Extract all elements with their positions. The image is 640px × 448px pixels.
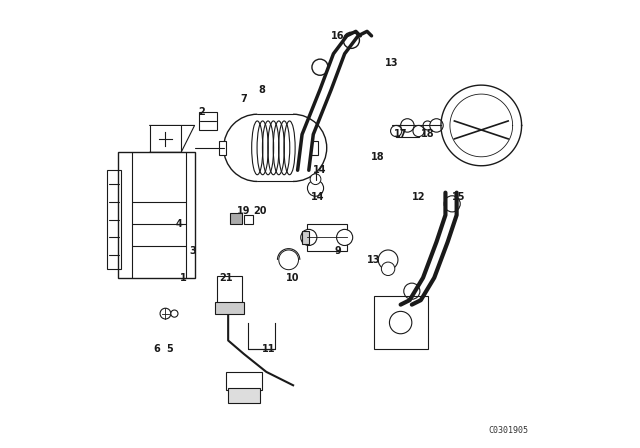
Circle shape	[160, 308, 171, 319]
Text: 18: 18	[371, 152, 385, 162]
Circle shape	[343, 32, 360, 48]
Text: 11: 11	[262, 345, 275, 354]
Text: 12: 12	[412, 192, 426, 202]
Text: 10: 10	[286, 273, 300, 283]
Circle shape	[444, 196, 460, 212]
Text: 19: 19	[237, 206, 251, 215]
Circle shape	[413, 125, 424, 137]
Circle shape	[423, 121, 432, 130]
Text: C0301905: C0301905	[488, 426, 528, 435]
Bar	[244, 215, 253, 224]
Text: 7: 7	[241, 94, 247, 103]
Bar	[228, 388, 260, 403]
Circle shape	[390, 125, 402, 137]
Text: 16: 16	[331, 31, 345, 41]
Circle shape	[430, 119, 444, 132]
Circle shape	[381, 262, 395, 276]
Bar	[311, 141, 318, 155]
Text: 2: 2	[198, 107, 205, 117]
Circle shape	[378, 250, 398, 270]
Bar	[230, 213, 242, 224]
Bar	[396, 125, 419, 137]
Bar	[217, 276, 242, 305]
Text: 8: 8	[259, 85, 265, 95]
Text: 14: 14	[313, 165, 327, 175]
Text: 15: 15	[452, 192, 466, 202]
Text: 5: 5	[166, 345, 173, 354]
Circle shape	[390, 311, 412, 334]
Bar	[220, 141, 226, 155]
Text: 6: 6	[153, 345, 160, 354]
Text: 13: 13	[367, 255, 381, 265]
Circle shape	[404, 283, 420, 299]
Circle shape	[301, 229, 317, 246]
Bar	[215, 302, 244, 314]
Bar	[199, 112, 217, 130]
Bar	[307, 224, 347, 251]
Circle shape	[401, 119, 414, 132]
Bar	[118, 152, 195, 278]
Text: 14: 14	[311, 192, 324, 202]
Circle shape	[337, 229, 353, 246]
Bar	[374, 296, 428, 349]
Circle shape	[279, 250, 298, 270]
Text: 20: 20	[253, 206, 266, 215]
Bar	[302, 231, 309, 244]
Circle shape	[310, 174, 321, 185]
Text: 17: 17	[394, 129, 408, 139]
Text: 18: 18	[420, 129, 435, 139]
Text: 21: 21	[219, 273, 233, 283]
Text: 3: 3	[189, 246, 196, 256]
Bar	[226, 372, 262, 390]
Bar	[108, 170, 121, 269]
Text: 13: 13	[385, 58, 399, 68]
Text: 9: 9	[335, 246, 341, 256]
Text: 1: 1	[180, 273, 187, 283]
Circle shape	[171, 310, 178, 317]
Circle shape	[312, 59, 328, 75]
Circle shape	[307, 180, 324, 196]
Text: 4: 4	[175, 219, 182, 229]
